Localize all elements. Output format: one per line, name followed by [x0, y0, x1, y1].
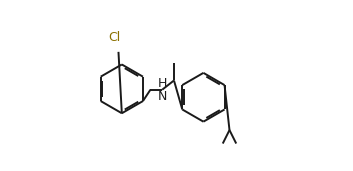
- Text: N: N: [157, 90, 167, 103]
- Text: H: H: [157, 77, 167, 90]
- Text: Cl: Cl: [108, 31, 120, 44]
